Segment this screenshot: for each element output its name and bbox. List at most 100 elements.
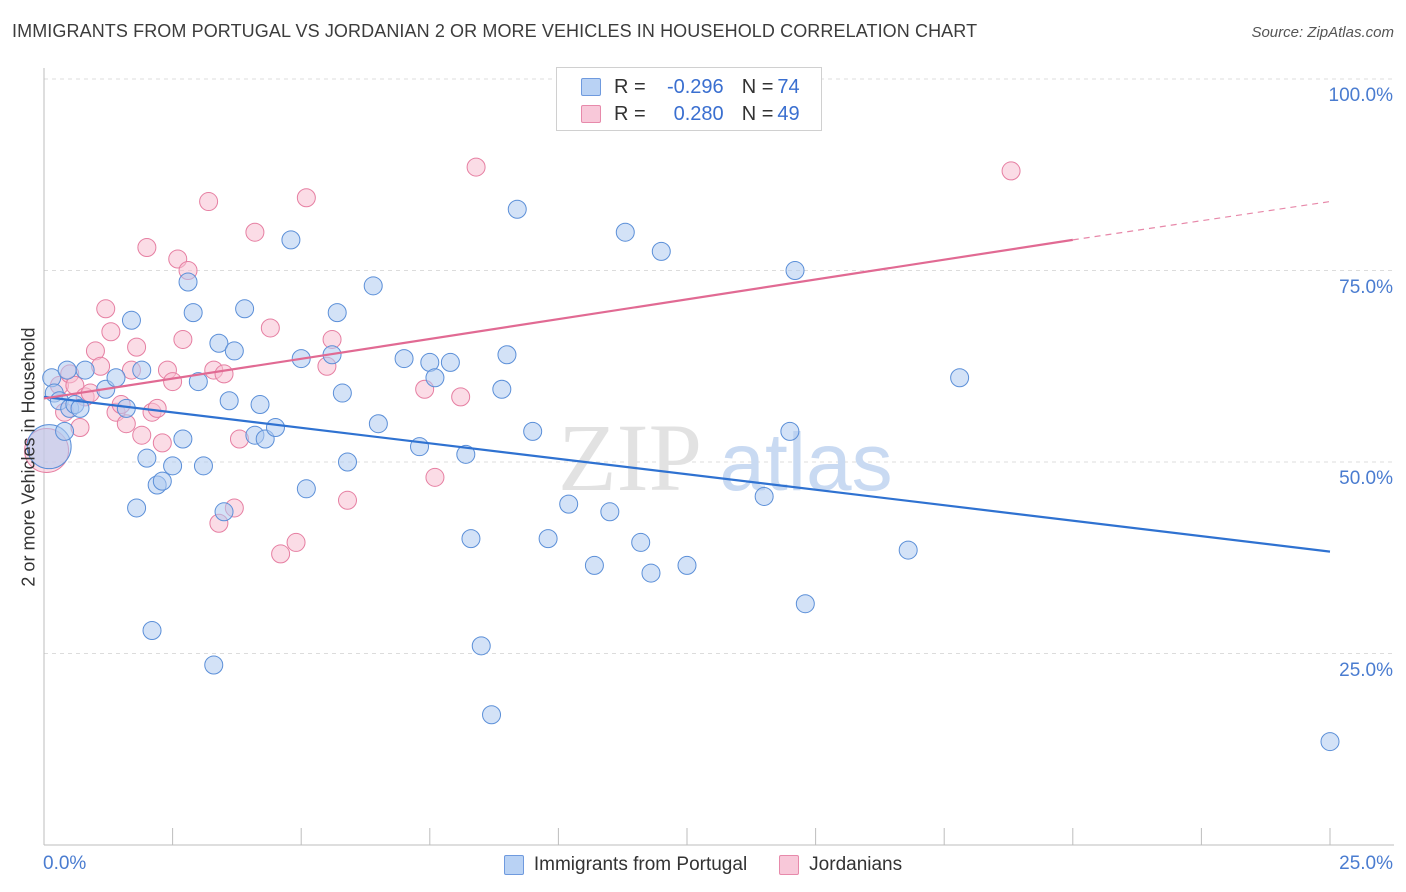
data-point xyxy=(121,310,141,330)
data-point xyxy=(677,555,697,575)
data-point xyxy=(425,467,445,487)
data-point xyxy=(425,368,445,388)
data-point xyxy=(224,341,244,361)
data-point xyxy=(214,502,234,522)
chart-title: IMMIGRANTS FROM PORTUGAL VS JORDANIAN 2 … xyxy=(12,21,978,41)
data-point xyxy=(173,329,193,349)
data-point xyxy=(152,471,172,491)
data-point xyxy=(281,230,301,250)
data-point xyxy=(337,452,357,472)
n-value-jordanians: 49 xyxy=(777,102,800,125)
data-point xyxy=(70,398,90,418)
data-point xyxy=(461,529,481,549)
data-point xyxy=(780,421,800,441)
data-point xyxy=(451,387,471,407)
data-point xyxy=(440,352,460,372)
y-tick-label: 100.0% xyxy=(1328,85,1393,106)
watermark-atlas: atlas xyxy=(719,417,892,508)
data-point xyxy=(271,544,291,564)
data-point xyxy=(600,502,620,522)
data-point xyxy=(332,383,352,403)
data-point xyxy=(1320,732,1340,752)
data-point xyxy=(286,532,306,552)
watermark: ZIP atlas xyxy=(558,404,893,511)
r-label: R = xyxy=(614,75,646,98)
legend-swatch-jordanians xyxy=(581,105,601,123)
data-point xyxy=(394,349,414,369)
data-point xyxy=(163,372,183,392)
data-point xyxy=(507,199,527,219)
data-point xyxy=(96,299,116,319)
data-point xyxy=(199,192,219,212)
data-point xyxy=(137,448,157,468)
data-point xyxy=(57,360,77,380)
trend-line-jordanians xyxy=(43,238,1073,400)
r-label: R = xyxy=(614,102,646,125)
data-point xyxy=(235,299,255,319)
data-point xyxy=(754,486,774,506)
legend-swatch-portugal xyxy=(503,855,524,875)
data-point xyxy=(296,479,316,499)
data-point xyxy=(466,157,486,177)
data-point xyxy=(132,425,152,445)
data-point xyxy=(245,222,265,242)
y-axis-label: 2 or more Vehicles in Household xyxy=(18,327,39,587)
data-point xyxy=(127,337,147,357)
y-tick-label: 25.0% xyxy=(1339,659,1393,681)
data-point xyxy=(538,529,558,549)
trend-lines xyxy=(43,200,1331,553)
data-point xyxy=(193,456,213,476)
data-point xyxy=(641,563,661,583)
y-tick-label: 50.0% xyxy=(1339,468,1393,489)
data-point xyxy=(265,418,285,438)
n-label: N = xyxy=(741,75,774,98)
data-point xyxy=(147,398,167,418)
data-point xyxy=(173,429,193,449)
portugal-points xyxy=(26,199,1340,752)
data-point xyxy=(152,433,172,453)
data-point xyxy=(651,241,671,261)
data-point xyxy=(898,540,918,560)
legend-item-portugal[interactable]: Immigrants from Portugal xyxy=(503,854,748,876)
data-point xyxy=(137,238,157,258)
series-legend: Immigrants from Portugal Jordanians xyxy=(0,851,1406,879)
trend-line-jordanians-extension xyxy=(1072,200,1331,241)
data-point xyxy=(1001,161,1021,181)
stats-legend: R = -0.296 N = 74 R = 0.280 N = 49 xyxy=(556,67,822,131)
watermark-zip: ZIP xyxy=(558,404,702,511)
data-point xyxy=(327,303,347,323)
data-point xyxy=(497,345,517,365)
n-value-portugal: 74 xyxy=(777,75,800,98)
source-label: Source: ZipAtlas.com xyxy=(1251,24,1394,41)
data-point xyxy=(456,444,476,464)
data-point xyxy=(260,318,280,338)
data-point xyxy=(337,490,357,510)
data-point xyxy=(950,368,970,388)
x-tick-min: 0.0% xyxy=(43,853,87,874)
data-point xyxy=(183,303,203,323)
legend-swatch-jordanians xyxy=(779,855,800,875)
data-point xyxy=(132,360,152,380)
data-point xyxy=(188,372,208,392)
data-point xyxy=(219,391,239,411)
data-point xyxy=(163,456,183,476)
x-tick-max: 25.0% xyxy=(1339,853,1393,874)
data-point xyxy=(559,494,579,514)
data-point xyxy=(523,421,543,441)
legend-item-jordanians[interactable]: Jordanians xyxy=(779,854,902,876)
legend-label-jordanians: Jordanians xyxy=(809,854,903,875)
y-tick-label: 75.0% xyxy=(1339,276,1393,298)
legend-label-portugal: Immigrants from Portugal xyxy=(533,854,748,875)
data-point xyxy=(785,261,805,280)
data-point xyxy=(127,498,147,518)
data-point xyxy=(106,368,126,388)
data-point xyxy=(482,705,502,725)
data-point xyxy=(795,594,815,614)
data-point xyxy=(296,188,316,208)
trend-line-portugal xyxy=(43,395,1331,553)
jordanians-points xyxy=(24,157,1021,564)
data-point xyxy=(75,360,95,380)
data-point xyxy=(250,395,270,415)
data-point xyxy=(101,322,121,342)
